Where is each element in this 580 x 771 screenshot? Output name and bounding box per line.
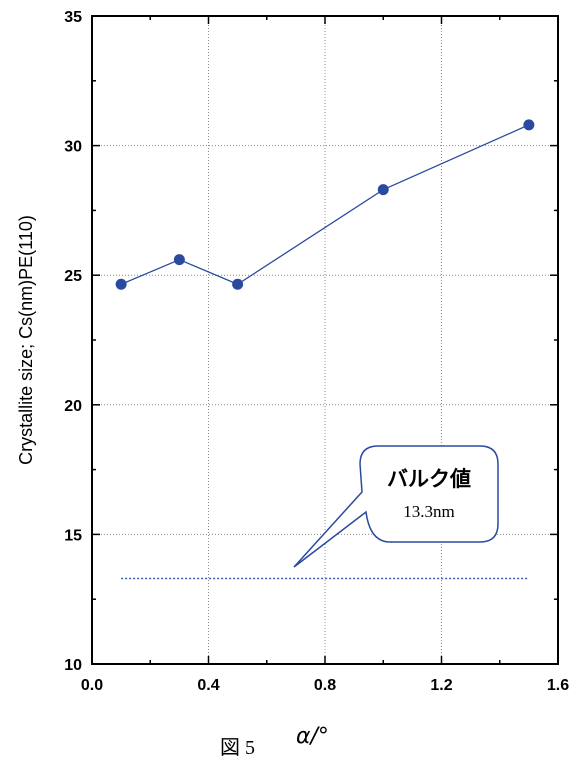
data-point — [115, 278, 127, 290]
x-tick-label: 0.4 — [197, 677, 219, 694]
x-axis-title: α/° — [296, 724, 329, 749]
bulk-callout: バルク値 13.3nm — [293, 445, 499, 568]
grid-lines — [92, 16, 558, 664]
y-tick-label: 15 — [64, 527, 82, 544]
x-tick-label: 1.2 — [430, 677, 452, 694]
data-point — [377, 184, 389, 196]
x-tick-label: 0.0 — [81, 677, 103, 694]
series-points — [115, 119, 535, 290]
y-tick-label: 35 — [64, 9, 82, 26]
x-tick-label: 0.8 — [314, 677, 336, 694]
x-tick-label: 1.6 — [547, 677, 569, 694]
y-tick-label: 30 — [64, 139, 82, 156]
callout-title: バルク値 — [387, 467, 471, 491]
data-point — [523, 119, 535, 131]
data-point — [173, 254, 185, 266]
y-tick-labels: 10 15 20 25 30 35 — [64, 9, 82, 674]
axis-ticks — [91, 15, 559, 665]
data-point — [232, 278, 244, 290]
callout-value: 13.3nm — [403, 502, 454, 521]
y-tick-label: 20 — [64, 398, 82, 415]
callout-bubble — [293, 445, 499, 568]
y-tick-label: 10 — [64, 657, 82, 674]
x-tick-labels: 0.0 0.4 0.8 1.2 1.6 — [81, 677, 569, 694]
y-tick-label: 25 — [64, 268, 82, 285]
figure-caption: 図 5 — [220, 737, 255, 759]
y-axis-title: Crystallite size; Cs(nm)PE(110) — [16, 215, 36, 465]
